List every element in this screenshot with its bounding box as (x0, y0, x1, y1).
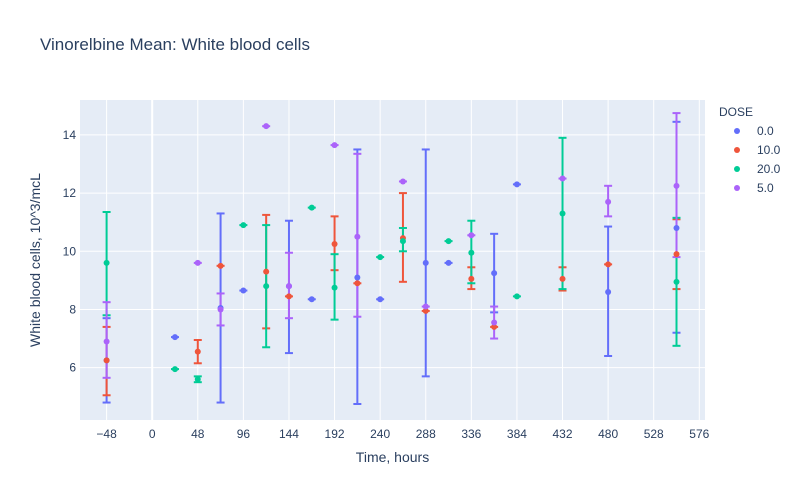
data-point-dose-10-0 (422, 307, 429, 314)
data-point-dose-20-0 (399, 238, 406, 245)
chart-title: Vinorelbine Mean: White blood cells (40, 35, 310, 54)
data-point-dose-0-0 (605, 289, 612, 295)
data-point-dose-20-0 (673, 278, 680, 285)
x-tick-label: 192 (325, 427, 345, 441)
legend-title: DOSE (719, 105, 753, 119)
data-point-dose-20-0 (513, 293, 520, 300)
legend-item-dose-5-0: 5.0 (734, 181, 774, 195)
data-point-dose-5-0 (354, 233, 361, 240)
x-tick-label: 240 (370, 427, 390, 441)
x-tick-label: 288 (416, 427, 436, 441)
data-point-dose-20-0 (468, 249, 475, 256)
data-point-dose-0-0 (445, 259, 452, 266)
data-point-dose-5-0 (422, 303, 429, 310)
x-tick-label: 0 (149, 427, 156, 441)
x-tick-label: 48 (191, 427, 205, 441)
x-tick-label: 384 (507, 427, 527, 441)
legend-marker-dose-20-0 (734, 166, 740, 172)
plot-area (80, 100, 705, 420)
y-axis-title: White blood cells, 10^3/mcL (27, 173, 43, 347)
legend-marker-dose-5-0 (734, 185, 740, 191)
data-point-dose-10-0 (491, 323, 498, 330)
data-point-dose-5-0 (673, 182, 680, 189)
data-point-dose-0-0 (513, 181, 520, 188)
data-point-dose-10-0 (285, 293, 292, 300)
legend-item-dose-20-0: 20.0 (734, 162, 781, 176)
y-tick-label: 8 (69, 302, 76, 316)
legend-item-dose-10-0: 10.0 (734, 143, 781, 157)
data-point-dose-20-0 (377, 254, 384, 261)
data-point-dose-20-0 (308, 204, 315, 211)
data-point-dose-5-0 (217, 306, 224, 313)
y-tick-label: 12 (63, 186, 77, 200)
data-point-dose-10-0 (331, 241, 338, 247)
legend: DOSE 0.0 10.0 20.0 5.0 (719, 105, 781, 195)
data-point-dose-0-0 (422, 259, 429, 266)
data-point-dose-10-0 (673, 251, 680, 258)
data-point-dose-10-0 (103, 357, 110, 364)
data-point-dose-0-0 (171, 334, 178, 341)
data-point-dose-0-0 (673, 225, 680, 231)
legend-label-dose-10-0: 10.0 (757, 143, 781, 157)
y-tick-label: 14 (63, 128, 77, 142)
data-point-dose-10-0 (605, 261, 612, 268)
data-point-dose-20-0 (445, 238, 452, 245)
data-point-dose-20-0 (331, 284, 338, 291)
data-point-dose-5-0 (331, 142, 338, 149)
data-point-dose-5-0 (103, 338, 110, 345)
x-tick-label: −48 (96, 427, 117, 441)
data-point-dose-5-0 (491, 319, 498, 326)
x-tick-label: 528 (644, 427, 664, 441)
x-tick-label: 96 (237, 427, 251, 441)
legend-label-dose-20-0: 20.0 (757, 162, 781, 176)
data-point-dose-0-0 (240, 287, 247, 294)
data-point-dose-5-0 (605, 198, 612, 205)
x-tick-label: 144 (279, 427, 299, 441)
legend-marker-dose-0-0 (734, 128, 740, 134)
legend-items: 0.0 10.0 20.0 5.0 (734, 124, 781, 195)
data-point-dose-20-0 (103, 259, 110, 266)
data-point-dose-20-0 (194, 376, 201, 383)
data-point-dose-10-0 (263, 268, 270, 275)
x-tick-label: 480 (598, 427, 618, 441)
data-point-dose-0-0 (354, 274, 361, 281)
tick-labels: −48 0 48 96 144 192 240 288 336 384 432 480 528 576 6 8… (63, 128, 710, 441)
y-tick-label: 6 (69, 361, 76, 375)
data-point-dose-5-0 (468, 232, 475, 239)
data-point-dose-5-0 (285, 283, 292, 290)
data-point-dose-10-0 (194, 348, 201, 355)
data-point-dose-5-0 (194, 259, 201, 266)
data-point-dose-20-0 (240, 222, 247, 229)
y-tick-label: 10 (63, 244, 77, 258)
legend-item-dose-0-0: 0.0 (734, 124, 774, 138)
x-tick-label: 576 (689, 427, 709, 441)
data-markers (103, 123, 680, 383)
data-point-dose-10-0 (468, 275, 475, 282)
data-point-dose-20-0 (559, 210, 566, 217)
data-point-dose-0-0 (377, 296, 384, 303)
data-point-dose-0-0 (491, 270, 498, 277)
data-point-dose-20-0 (171, 366, 178, 373)
data-point-dose-20-0 (263, 283, 270, 290)
data-point-dose-10-0 (559, 275, 566, 282)
x-tick-label: 336 (461, 427, 481, 441)
x-axis-title: Time, hours (356, 449, 429, 465)
data-point-dose-10-0 (217, 262, 224, 269)
legend-label-dose-5-0: 5.0 (757, 181, 774, 195)
legend-label-dose-0-0: 0.0 (757, 124, 774, 138)
data-point-dose-0-0 (308, 296, 315, 303)
legend-marker-dose-10-0 (734, 147, 740, 153)
x-tick-label: 432 (553, 427, 573, 441)
data-point-dose-5-0 (399, 178, 406, 185)
data-point-dose-5-0 (559, 175, 566, 182)
data-point-dose-5-0 (263, 123, 270, 130)
data-point-dose-10-0 (354, 280, 361, 287)
